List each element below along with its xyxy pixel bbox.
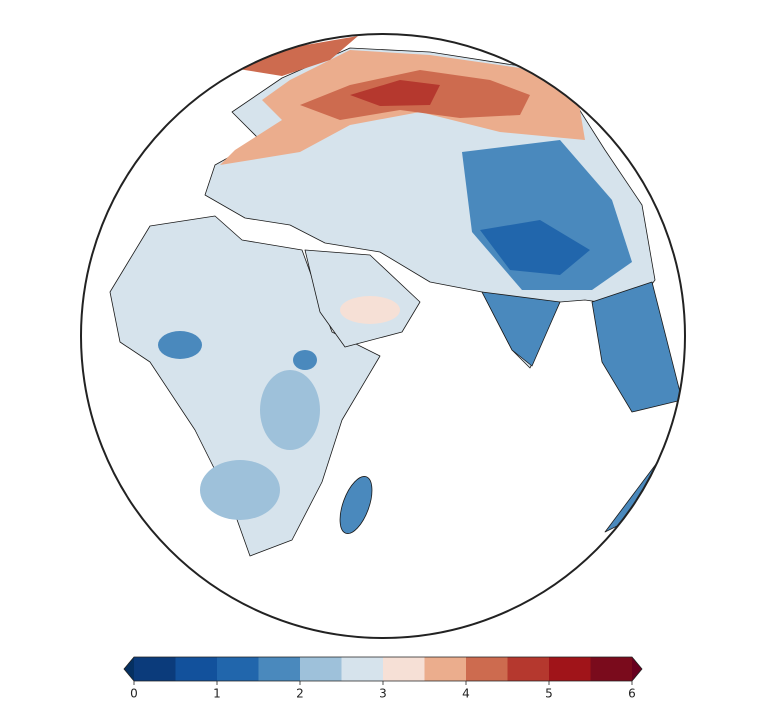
- africa-cool-patch: [158, 331, 202, 359]
- madagascar: [339, 476, 373, 534]
- colorbar-tick-label: 0: [130, 687, 138, 701]
- continents: [109, 36, 685, 557]
- colorbar-segment: [466, 657, 508, 681]
- colorbar-segment: [134, 657, 176, 681]
- colorbar-tick-label: 6: [628, 687, 636, 701]
- colorbar-segment: [549, 657, 591, 681]
- africa: [109, 215, 381, 557]
- ethiopia-patch: [293, 350, 317, 370]
- russia-peak-warming: [350, 80, 440, 106]
- colorbar-segment: [175, 657, 217, 681]
- colorbar-tick-label: 2: [296, 687, 304, 701]
- africa-mid-patch: [260, 370, 320, 450]
- india: [481, 291, 561, 367]
- colorbar-segment: [341, 657, 383, 681]
- colorbar-segment: [300, 657, 342, 681]
- colorbar-tick-label: 5: [545, 687, 553, 701]
- colorbar-under-arrow: [124, 657, 134, 681]
- colorbar-segment: [424, 657, 466, 681]
- southeast-asia: [591, 281, 683, 413]
- colorbar: 0 1 2 3 4 5 6: [123, 656, 643, 701]
- colorbar-segment: [507, 657, 549, 681]
- globe-outline: [80, 33, 686, 639]
- colorbar-tick-label: 1: [213, 687, 221, 701]
- colorbar-tick-label: 3: [379, 687, 387, 701]
- colorbar-segment: [383, 657, 425, 681]
- colorbar-segment: [258, 657, 300, 681]
- arabia-warm-patch: [340, 296, 400, 324]
- colorbar-over-arrow: [632, 657, 642, 681]
- colorbar-tick-label: 4: [462, 687, 470, 701]
- tibet-cool: [480, 220, 590, 275]
- colorbar-segment: [590, 657, 632, 681]
- scandinavia: [232, 36, 358, 76]
- colorbar-segment: [217, 657, 259, 681]
- southern-africa-patch: [200, 460, 280, 520]
